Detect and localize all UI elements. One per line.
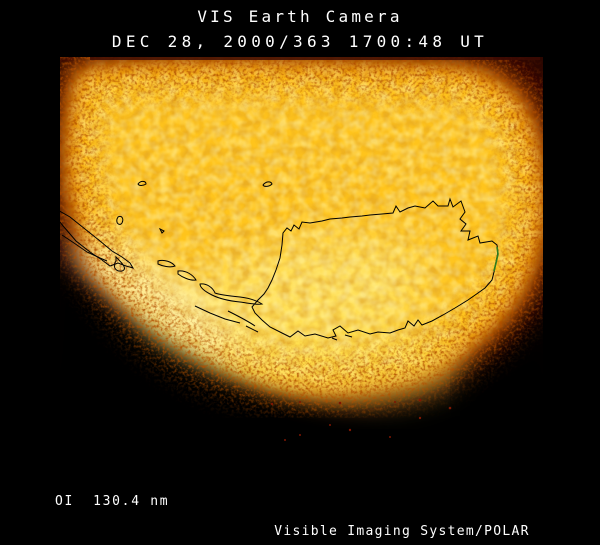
credit-line-1: Visible Imaging System/POLAR — [274, 524, 530, 539]
continent-outlines — [60, 180, 499, 341]
java-coast-line — [61, 234, 108, 262]
coastline-green-segment — [493, 246, 499, 272]
south-island-lines — [194, 305, 259, 333]
small-islands — [116, 180, 353, 341]
speckle-dots — [270, 398, 452, 441]
credits: Visible Imaging System/POLAR The Univers… — [240, 488, 564, 545]
island-chain — [157, 259, 264, 305]
australia-outline — [251, 197, 499, 339]
wavelength-label: OI 130.4 nm — [55, 494, 170, 509]
earth-uv-image — [60, 57, 543, 463]
sumatra-outline — [60, 210, 135, 269]
uv-glow-disk — [60, 57, 543, 463]
image-title: VIS Earth Camera — [197, 7, 403, 26]
image-datetime: DEC 28, 2000/363 1700:48 UT — [111, 32, 489, 51]
edge-speckle-noise — [60, 57, 543, 463]
